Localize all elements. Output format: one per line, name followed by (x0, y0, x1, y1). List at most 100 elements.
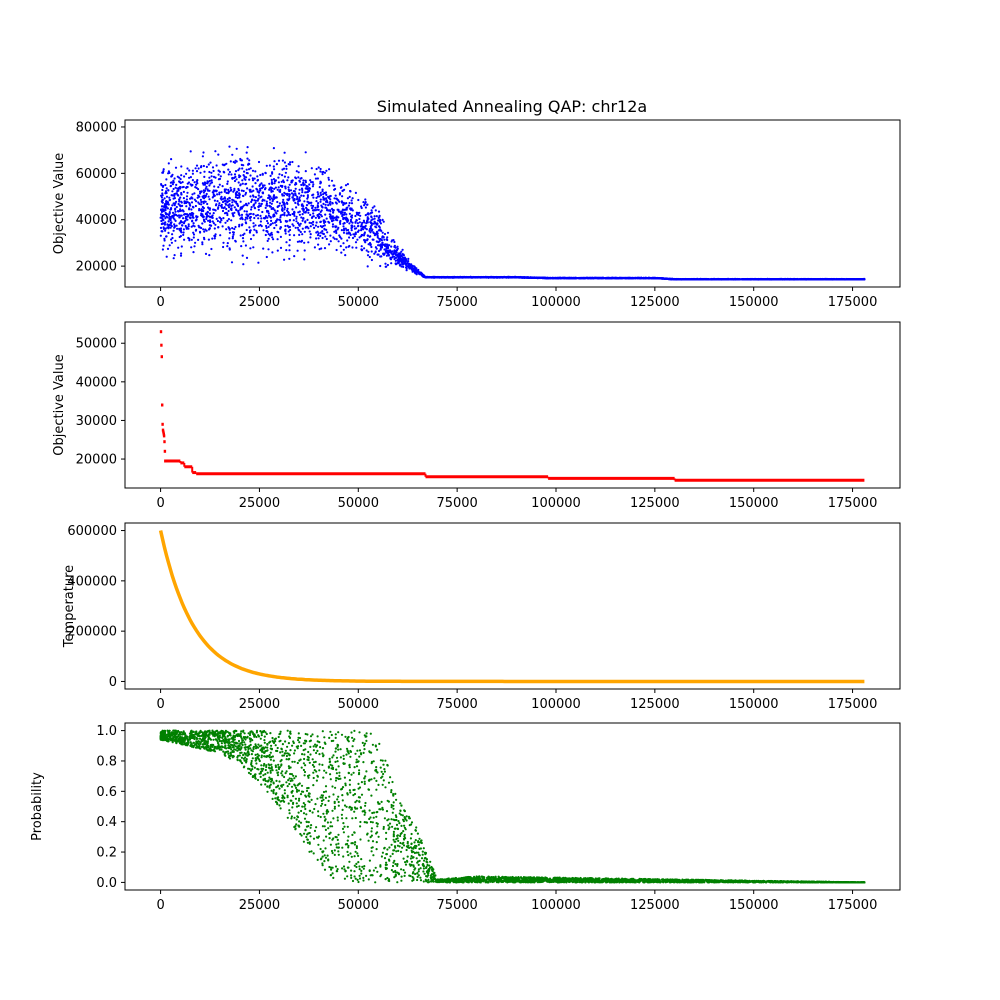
data-point (235, 160, 238, 163)
data-point (570, 276, 573, 280)
data-point (360, 223, 363, 226)
data-point (445, 276, 448, 279)
data-point (766, 278, 770, 281)
data-point (201, 222, 204, 225)
data-point (237, 209, 240, 212)
data-point (228, 170, 231, 174)
data-point (228, 237, 231, 240)
data-point (207, 163, 210, 166)
data-point (261, 198, 264, 201)
data-point (333, 188, 336, 191)
data-point (404, 258, 407, 261)
data-point (179, 196, 182, 199)
data-point (284, 185, 287, 188)
data-point (343, 217, 346, 220)
data-point (333, 237, 336, 240)
data-point (295, 217, 298, 220)
data-point (315, 237, 318, 240)
data-point (249, 215, 252, 219)
data-point (195, 183, 198, 186)
data-point (522, 276, 525, 279)
data-point (242, 263, 245, 266)
subplot-1: 0 25000 50000 75000 100000 125000 150000 175000… (52, 119, 901, 310)
data-point (166, 223, 169, 226)
data-point (271, 251, 274, 254)
data-point (221, 200, 225, 204)
data-point (288, 238, 291, 242)
data-point (410, 265, 413, 269)
data-point (315, 167, 318, 171)
data-point (797, 278, 800, 281)
data-point (742, 278, 745, 281)
data-point (317, 166, 320, 169)
data-point (166, 226, 169, 229)
data-point (289, 189, 293, 192)
data-point (194, 204, 197, 208)
data-point (352, 233, 355, 236)
data-point (245, 168, 248, 171)
data-point (232, 233, 235, 236)
data-point (301, 207, 304, 210)
data-point (171, 236, 174, 240)
data-point (163, 239, 166, 242)
data-point (228, 196, 231, 199)
data-point (177, 246, 180, 249)
data-point (202, 207, 205, 210)
data-point (700, 278, 703, 281)
data-point (321, 230, 324, 233)
data-point (316, 177, 319, 180)
data-point (231, 231, 235, 234)
data-point (312, 196, 315, 199)
data-point (280, 208, 284, 211)
data-point (281, 168, 284, 171)
data-point (205, 217, 208, 221)
data-point (271, 172, 274, 175)
data-point (291, 196, 294, 199)
data-point (354, 191, 357, 194)
data-point (162, 184, 165, 188)
data-point (597, 276, 600, 280)
data-point (750, 278, 753, 281)
data-point (286, 207, 289, 210)
chart-title: Simulated Annealing QAP: chr12a (377, 97, 647, 116)
data-point (216, 219, 219, 223)
data-point (248, 213, 251, 216)
data-point (218, 170, 221, 173)
data-point (283, 211, 286, 214)
data-point (360, 245, 363, 248)
data-point (268, 205, 272, 208)
data-point (731, 278, 734, 281)
data-point (374, 209, 377, 212)
data-point (288, 257, 291, 260)
data-point (306, 195, 309, 199)
data-point (313, 209, 316, 212)
data-point (244, 221, 247, 224)
data-point (170, 158, 173, 161)
data-point (396, 254, 399, 257)
data-point (376, 234, 379, 238)
data-point (348, 201, 351, 205)
data-point (366, 221, 369, 224)
data-point (293, 210, 296, 213)
data-point (193, 198, 196, 201)
data-point (285, 249, 288, 252)
data-point (207, 219, 210, 222)
data-point (786, 278, 789, 281)
data-point (396, 262, 399, 265)
data-point (221, 225, 224, 228)
data-point (474, 276, 477, 279)
data-point (283, 191, 286, 194)
data-point (294, 194, 297, 197)
data-point (559, 277, 562, 280)
data-point (197, 238, 200, 241)
data-point (282, 198, 285, 201)
data-point (271, 207, 274, 210)
data-point (173, 226, 176, 229)
data-point (350, 229, 353, 232)
data-point (380, 246, 384, 249)
data-point (245, 210, 248, 213)
data-point (318, 216, 321, 219)
data-point (353, 225, 356, 228)
data-point (364, 214, 367, 217)
data-point (186, 226, 189, 229)
